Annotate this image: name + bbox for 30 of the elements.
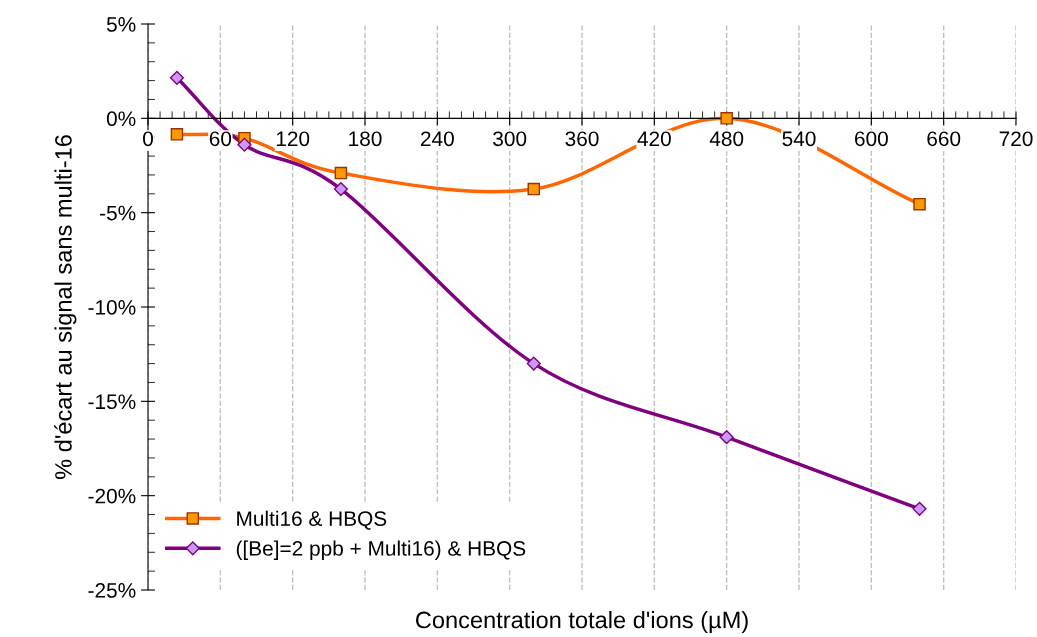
y-tick-label: 5% <box>106 17 136 32</box>
x-tick-label: 240 <box>421 131 454 147</box>
legend-label: Multi16 & HBQS <box>237 510 387 530</box>
point <box>526 356 541 371</box>
x-axis-title: Concentration totale d'ions (µM) <box>416 610 748 633</box>
point <box>237 137 252 152</box>
x-tick-label: 180 <box>349 131 382 147</box>
point <box>333 182 348 197</box>
x-tick-label: 540 <box>782 131 816 147</box>
x-tick-label: 480 <box>709 131 744 147</box>
y-tick-label: -20% <box>88 488 136 504</box>
y-tick-label: 0% <box>106 111 136 127</box>
y-tick-label: -10% <box>88 300 136 315</box>
y-tick-label: -15% <box>88 394 136 410</box>
point <box>719 430 734 445</box>
x-tick-label: 720 <box>999 131 1033 147</box>
x-tick-label: 300 <box>493 131 527 147</box>
point <box>912 501 927 516</box>
x-tick-label: 600 <box>855 131 888 147</box>
y-tick-label: -25% <box>88 583 136 598</box>
x-tick-label: 60 <box>209 131 232 147</box>
x-tick-label: 0 <box>143 131 153 147</box>
y-tick-label: -5% <box>100 205 136 221</box>
x-tick-label: 420 <box>637 131 671 147</box>
x-tick-label: 360 <box>565 131 599 147</box>
x-tick-label: 120 <box>276 131 310 147</box>
legend-label: ([Be]=2 ppb + Multi16) & HBQS <box>236 540 526 560</box>
point <box>169 70 185 85</box>
y-axis-title: % d'écart au signal sans multi-16 <box>54 135 77 480</box>
x-tick-label: 660 <box>927 131 961 147</box>
